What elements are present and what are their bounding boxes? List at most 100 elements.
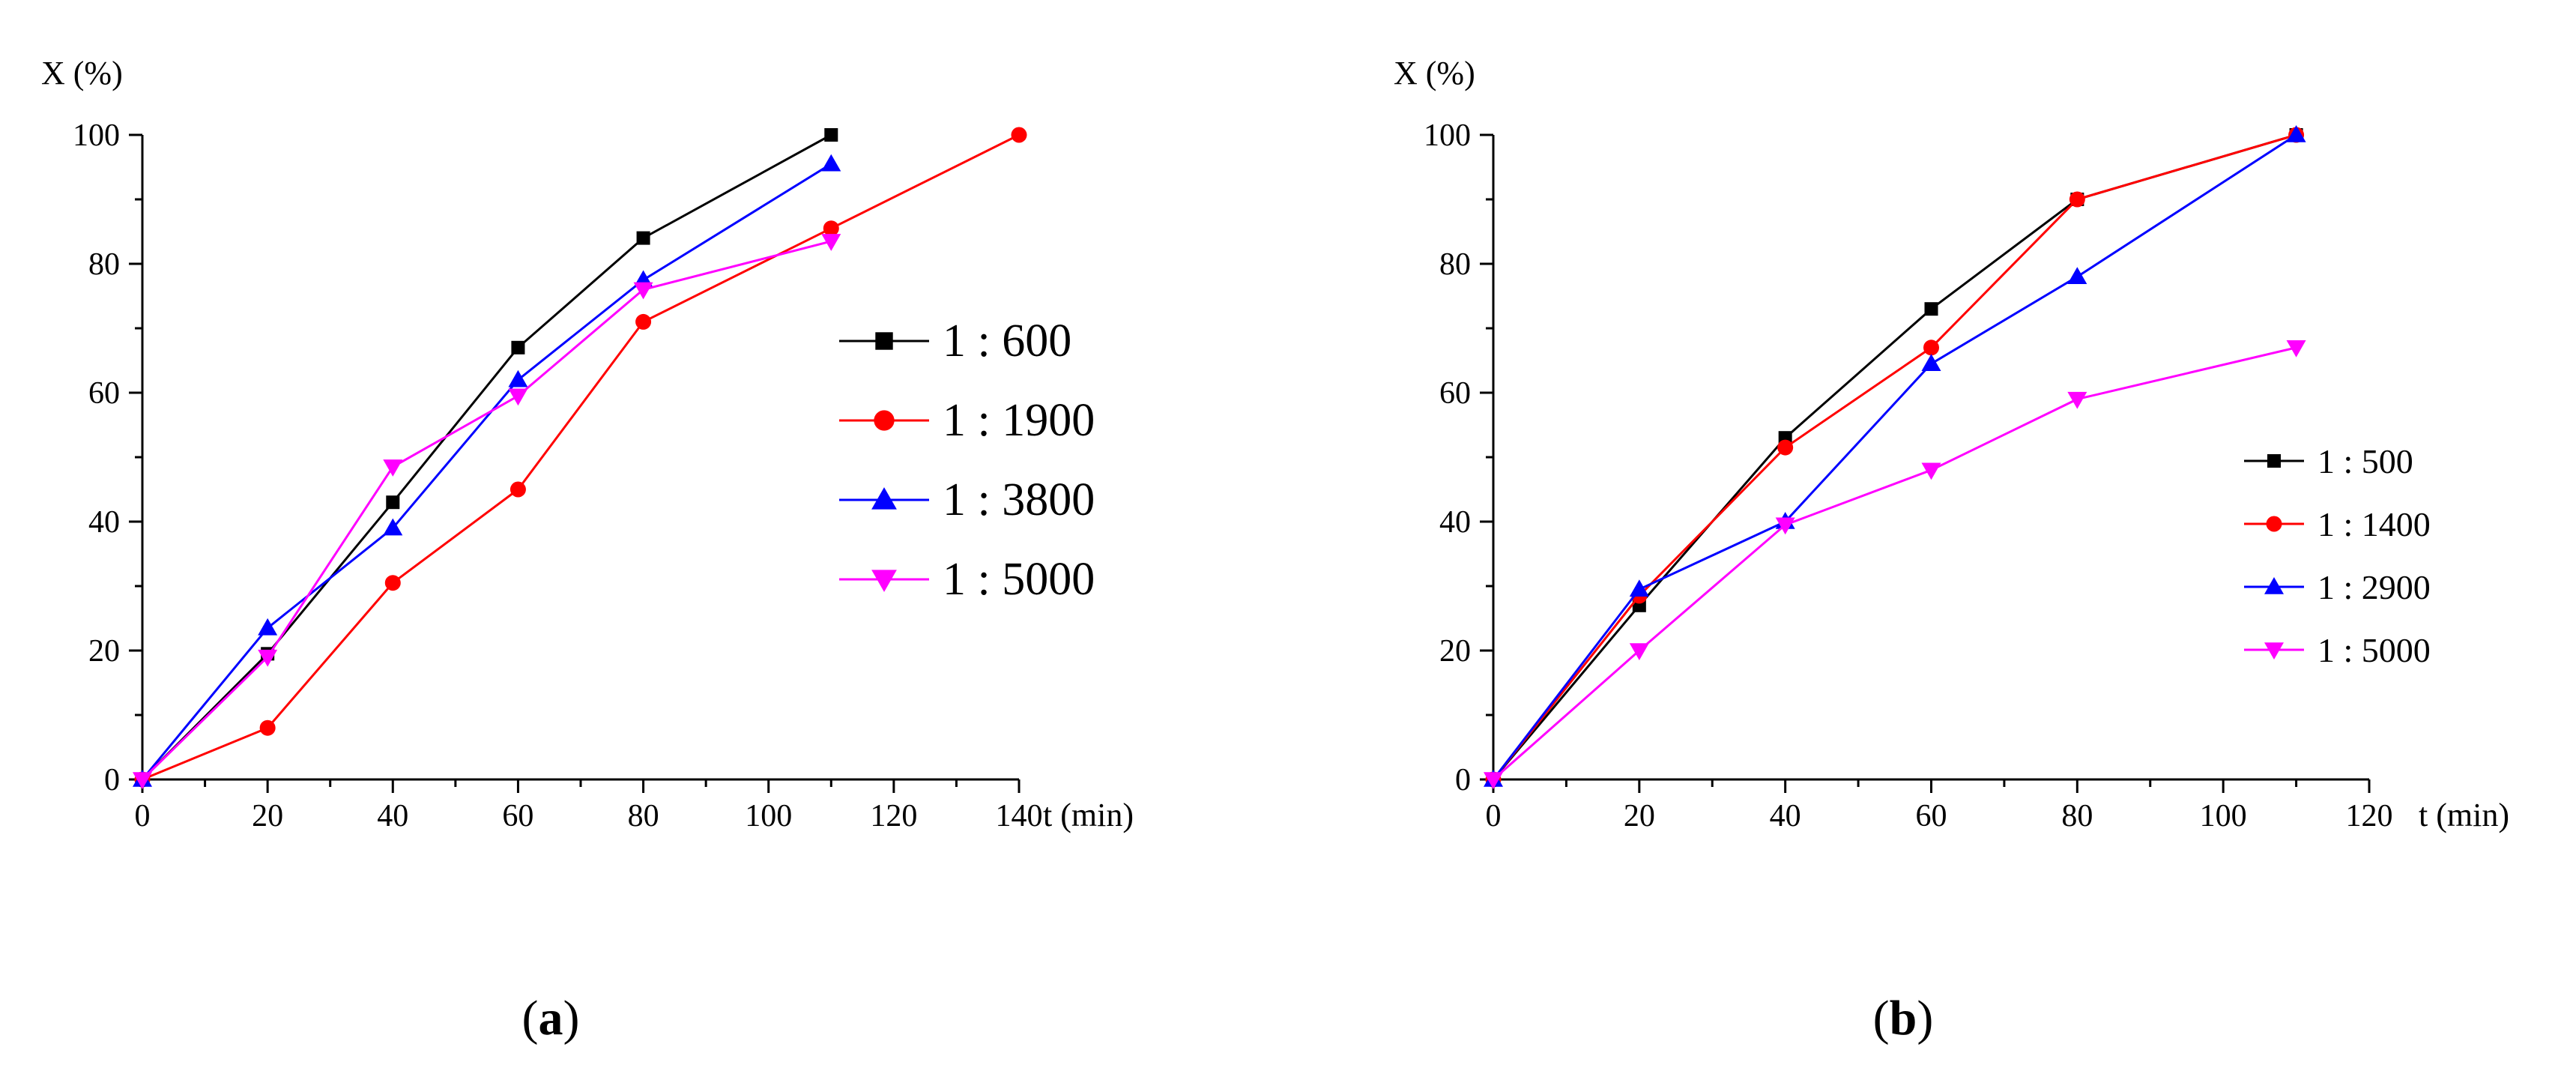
panel-label-close-paren: ) — [1917, 991, 1933, 1046]
legend: 1 : 600 1 : 1900 1 : 3800 1 : 5000 — [839, 316, 1095, 605]
x-tick-label: 80 — [2061, 799, 2093, 833]
data-point-series-3 — [1775, 517, 1795, 535]
panel-a: 0 20 40 60 80 100 120 140 0 20 40 60 80 100 X (%) t (mi… — [41, 55, 1134, 1046]
data-point-series-2 — [1629, 579, 1649, 597]
data-point-series-3 — [2067, 391, 2087, 409]
data-point-series-0 — [824, 128, 838, 142]
x-tick-label: 0 — [1486, 799, 1502, 833]
x-tick-label: 40 — [1770, 799, 1801, 833]
panel-label: (b) — [1873, 991, 1934, 1046]
x-tick-label: 80 — [628, 799, 659, 833]
y-tick-label: 20 — [88, 634, 120, 669]
data-point-series-3 — [2286, 340, 2306, 358]
data-point-series-2 — [2286, 125, 2306, 142]
data-point-series-2 — [383, 518, 403, 536]
legend-marker-1 — [874, 410, 895, 431]
x-tick-label: 120 — [2346, 799, 2393, 833]
legend-label-0: 1 : 600 — [943, 316, 1071, 366]
data-point-series-2 — [258, 618, 278, 636]
series-line-3 — [1493, 346, 2297, 781]
y-tick-label: 80 — [1439, 247, 1471, 282]
data-point-series-1 — [2069, 191, 2085, 208]
data-point-series-1 — [635, 313, 652, 330]
y-tick-label: 60 — [88, 376, 120, 411]
x-tick-label: 0 — [135, 799, 151, 833]
data-point-series-2 — [821, 154, 841, 172]
legend-marker-2 — [871, 487, 897, 510]
panel-label-open-paren: ( — [1873, 991, 1890, 1046]
x-tick-label: 20 — [1624, 799, 1655, 833]
data-point-series-0 — [386, 495, 400, 510]
series-line-3 — [141, 240, 832, 781]
y-tick-label: 40 — [1439, 505, 1471, 540]
x-tick-label: 60 — [1916, 799, 1947, 833]
legend-label-2: 1 : 2900 — [2318, 568, 2431, 606]
panel-label: (a) — [522, 991, 580, 1046]
data-point-series-3 — [1484, 772, 1503, 789]
y-tick-label: 100 — [73, 118, 120, 153]
legend-label-3: 1 : 5000 — [2318, 631, 2431, 669]
y-tick-label: 80 — [88, 247, 120, 282]
data-point-series-1 — [510, 481, 526, 498]
x-tick-label: 140 — [996, 799, 1043, 833]
panel-label-open-paren: ( — [522, 991, 539, 1046]
legend-label-3: 1 : 5000 — [943, 554, 1095, 605]
x-tick-label: 100 — [2200, 799, 2247, 833]
panel-b: 0 20 40 60 80 100 120 0 20 40 60 80 100 X (%) t (min) 1… — [1394, 55, 2509, 1046]
data-point-series-2 — [2067, 267, 2087, 284]
data-point-series-1 — [1011, 127, 1027, 143]
data-point-series-2 — [1921, 354, 1941, 372]
x-axis-label: t (min) — [1043, 797, 1134, 833]
x-tick-label: 20 — [252, 799, 283, 833]
y-tick-label: 0 — [1455, 763, 1471, 797]
legend-label-1: 1 : 1900 — [943, 395, 1095, 446]
data-point-series-3 — [633, 282, 653, 300]
data-point-series-3 — [133, 772, 152, 789]
legend: 1 : 500 1 : 1400 1 : 2900 1 : 5000 — [2244, 442, 2431, 669]
legend-marker-0 — [875, 332, 893, 350]
data-point-series-1 — [259, 719, 276, 736]
series-line-1 — [142, 133, 1020, 781]
panel-label-letter: b — [1890, 991, 1917, 1046]
data-point-series-1 — [384, 575, 401, 591]
panel-label-close-paren: ) — [563, 991, 580, 1046]
data-point-series-0 — [1924, 302, 1938, 316]
series-line-0 — [141, 133, 832, 781]
x-tick-label: 40 — [377, 799, 408, 833]
data-point-series-1 — [823, 220, 839, 237]
y-tick-label: 60 — [1439, 376, 1471, 411]
y-axis-label: X (%) — [1394, 55, 1475, 91]
series-line-2 — [1492, 133, 2297, 780]
y-axis-label: X (%) — [41, 55, 123, 91]
data-point-series-0 — [636, 231, 650, 245]
legend-marker-2 — [2264, 577, 2284, 594]
data-point-series-1 — [1923, 340, 1939, 356]
y-tick-label: 20 — [1439, 634, 1471, 669]
series-line-2 — [141, 163, 832, 780]
data-point-series-3 — [508, 388, 528, 406]
y-tick-label: 100 — [1424, 118, 1471, 153]
data-point-series-3 — [258, 649, 278, 667]
data-point-series-3 — [383, 459, 403, 477]
data-point-series-1 — [1777, 439, 1794, 456]
series-line-0 — [1492, 133, 2297, 780]
legend-marker-3 — [871, 570, 897, 592]
x-tick-label: 120 — [870, 799, 917, 833]
data-point-series-2 — [508, 369, 528, 387]
data-point-series-3 — [1921, 462, 1941, 480]
legend-marker-3 — [2264, 642, 2284, 660]
y-tick-label: 0 — [104, 763, 120, 797]
legend-label-0: 1 : 500 — [2318, 442, 2413, 480]
y-tick-label: 40 — [88, 505, 120, 540]
legend-marker-0 — [2267, 454, 2281, 468]
panel-label-letter: a — [539, 991, 563, 1046]
data-point-series-3 — [821, 234, 841, 251]
series-line-1 — [1492, 133, 2297, 780]
legend-marker-1 — [2266, 516, 2282, 532]
x-tick-label: 60 — [502, 799, 533, 833]
data-point-series-0 — [511, 340, 525, 355]
x-tick-label: 100 — [745, 799, 792, 833]
data-point-series-3 — [1629, 643, 1649, 660]
x-axis-label: t (min) — [2419, 797, 2509, 833]
